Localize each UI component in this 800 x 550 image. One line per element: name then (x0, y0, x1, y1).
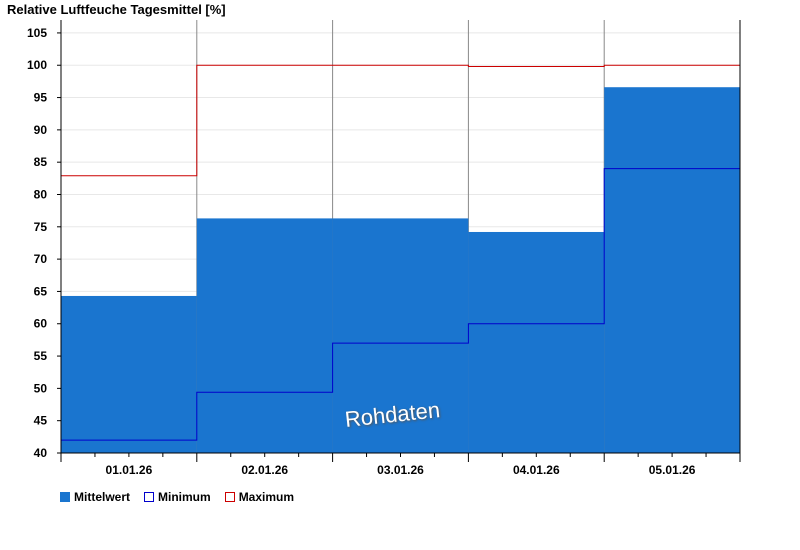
bar-mittelwert-3 (468, 231, 605, 453)
y-tick-label: 50 (34, 381, 48, 395)
chart-title: Relative Luftfeuche Tagesmittel [%] (7, 2, 226, 17)
legend-label-minimum: Minimum (158, 490, 211, 504)
line-minimum (61, 168, 740, 441)
x-tick-label: 04.01.26 (513, 463, 560, 477)
legend: Mittelwert Minimum Maximum (60, 490, 294, 504)
y-tick-label: 100 (27, 58, 47, 72)
bar-mittelwert-1 (196, 218, 333, 453)
y-tick-label: 65 (34, 284, 48, 298)
bar-mittelwert-4 (604, 87, 740, 453)
legend-swatch-minimum (144, 492, 155, 502)
bar-mittelwert-0 (61, 295, 197, 453)
y-tick-label: 75 (34, 220, 48, 234)
legend-item-mittelwert[interactable]: Mittelwert (60, 490, 130, 504)
legend-item-minimum[interactable]: Minimum (144, 490, 211, 504)
y-tick-label: 60 (34, 317, 48, 331)
y-tick-label: 55 (34, 349, 48, 363)
legend-item-maximum[interactable]: Maximum (224, 490, 295, 504)
y-tick-label: 95 (34, 91, 48, 105)
y-tick-label: 105 (27, 26, 47, 40)
legend-swatch-maximum (224, 492, 235, 502)
line-maximum (61, 64, 740, 177)
x-tick-label: 03.01.26 (377, 463, 424, 477)
x-tick-label: 01.01.26 (106, 463, 153, 477)
y-tick-label: 45 (34, 414, 48, 428)
y-tick-label: 40 (34, 446, 48, 460)
y-tick-label: 80 (34, 187, 48, 201)
legend-label-mittelwert: Mittelwert (74, 490, 131, 504)
x-tick-label: 02.01.26 (241, 463, 288, 477)
x-tick-label: 05.01.26 (649, 463, 696, 477)
y-tick-label: 85 (34, 155, 48, 169)
legend-swatch-mittelwert (60, 492, 70, 502)
bar-mittelwert-2 (332, 218, 469, 453)
y-tick-label: 70 (34, 252, 48, 266)
y-tick-label: 90 (34, 123, 48, 137)
legend-label-maximum: Maximum (238, 490, 295, 504)
